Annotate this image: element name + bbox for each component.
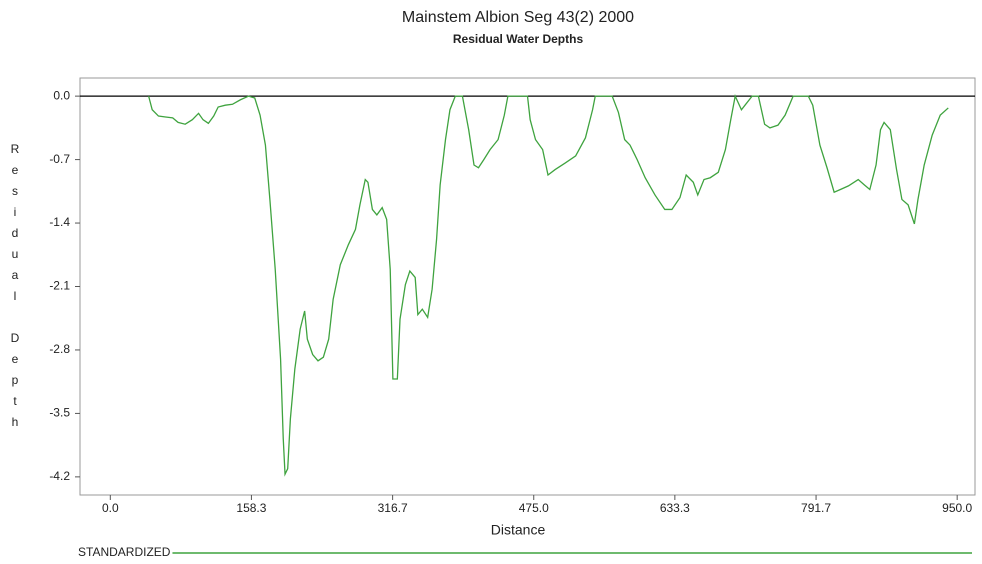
data-line [148,94,949,477]
y-tick-label: -0.7 [49,152,70,166]
x-axis-label: Distance [491,522,546,538]
y-axis-label: Residual Depth [8,142,22,436]
chart-subtitle: Residual Water Depths [453,32,584,46]
x-tick-label: 475.0 [519,501,549,515]
y-tick-label: -1.4 [49,215,70,229]
y-tick-label: -3.5 [49,406,70,420]
y-tick-label: -2.8 [49,342,70,356]
x-tick-label: 950.0 [942,501,972,515]
x-tick-label: 158.3 [236,501,266,515]
x-tick-label: 316.7 [378,501,408,515]
x-tick-label: 791.7 [801,501,831,515]
y-tick-label: 0.0 [53,88,70,102]
x-tick-label: 0.0 [102,501,119,515]
chart-title: Mainstem Albion Seg 43(2) 2000 [402,9,634,26]
legend-label: STANDARDIZED [78,545,171,559]
plot-frame [79,77,976,496]
x-tick-label: 633.3 [660,501,690,515]
y-tick-label: -4.2 [49,469,70,483]
y-tick-label: -2.1 [49,279,70,293]
